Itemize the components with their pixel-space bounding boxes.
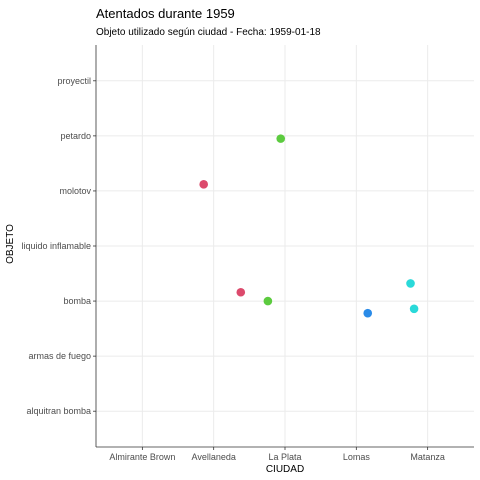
data-point: [276, 134, 286, 143]
x-tick-label: Avellaneda: [191, 452, 235, 462]
y-axis-title: OBJETO: [5, 224, 16, 264]
y-tick-label: proyectil: [57, 76, 91, 86]
y-tick-label: armas de fuego: [28, 351, 91, 361]
data-point: [263, 296, 273, 306]
x-tick-label: Matanza: [410, 452, 445, 462]
chart-subtitle: Objeto utilizado según ciudad - Fecha: 1…: [96, 27, 321, 38]
data-point: [199, 180, 208, 189]
data-point: [406, 279, 415, 288]
chart-title: Atentados durante 1959: [96, 6, 235, 21]
grid: [96, 45, 474, 447]
y-tick-label: petardo: [60, 131, 91, 141]
y-tick-label: alquitran bomba: [26, 406, 91, 416]
data-point: [363, 308, 373, 318]
data-point: [409, 304, 419, 314]
y-tick-label: bomba: [63, 296, 91, 306]
data-point: [236, 287, 246, 297]
x-axis-title: CIUDAD: [266, 464, 304, 475]
x-tick-label: Lomas: [343, 452, 371, 462]
x-tick-label: Almirante Brown: [109, 452, 175, 462]
y-tick-label: molotov: [59, 186, 91, 196]
x-tick-label: La Plata: [268, 452, 301, 462]
data-points: [199, 134, 419, 318]
y-tick-label: liquido inflamable: [21, 241, 91, 251]
axes: alquitran bomba armas de fuego bomba liquid…: [21, 45, 474, 462]
